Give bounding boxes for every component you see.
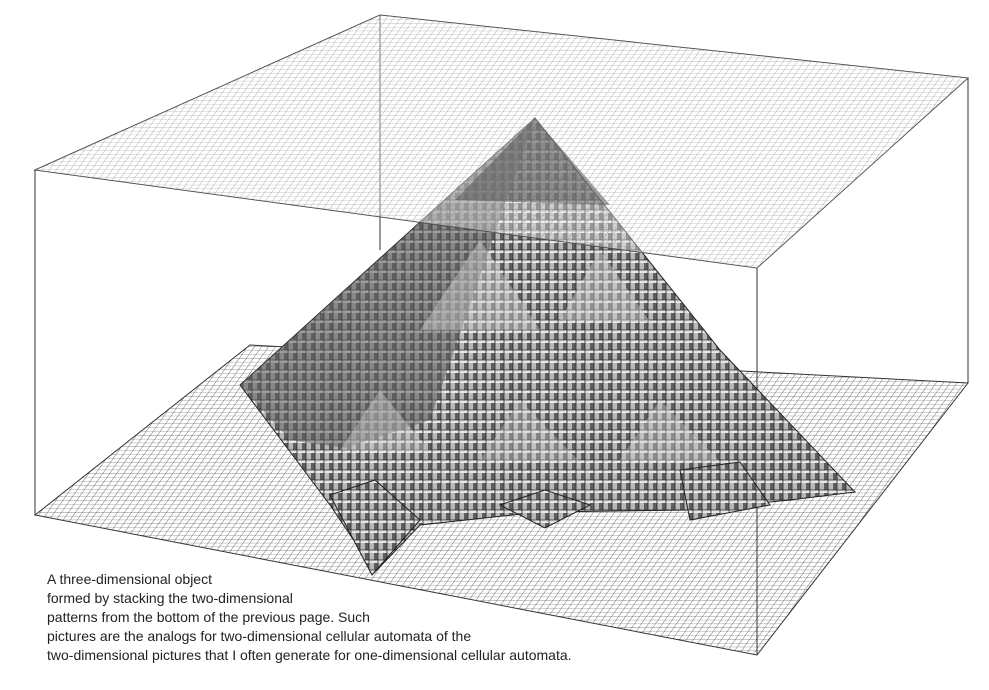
caption-line: formed by stacking the two-dimensional (47, 590, 293, 606)
top-grid-plane (33, 14, 970, 269)
caption-line: pictures are the analogs for two-dimensi… (47, 628, 472, 644)
caption-line: A three-dimensional object (47, 571, 212, 587)
caption-line: patterns from the bottom of the previous… (47, 609, 370, 625)
figure-caption: A three-dimensional object formed by sta… (47, 570, 767, 665)
caption-line: two-dimensional pictures that I often ge… (47, 647, 572, 663)
